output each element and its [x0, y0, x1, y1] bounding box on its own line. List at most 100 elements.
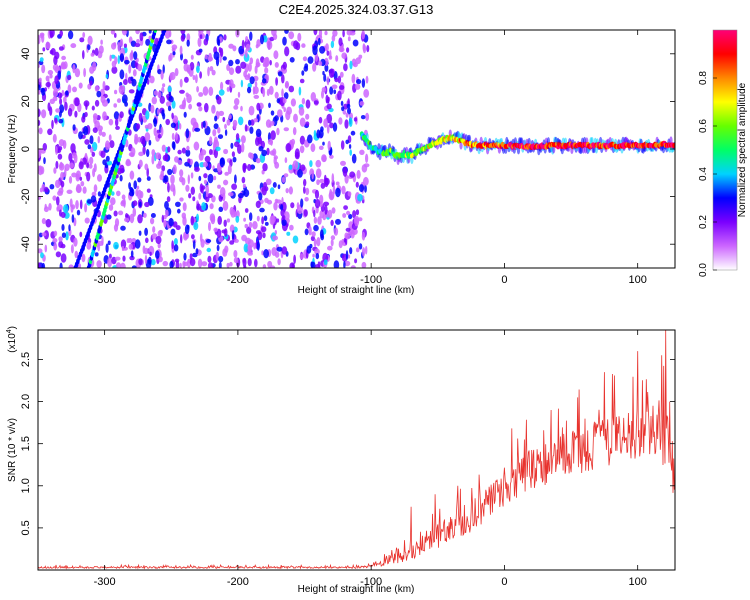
spectrogram-noise-blob [170, 228, 176, 236]
spectrogram-noise-blob [131, 78, 137, 87]
spectrogram-noise-blob [109, 140, 115, 149]
spectrogram-noise-blob [217, 215, 222, 225]
spectrogram-noise-blob [310, 235, 315, 242]
spectrogram-noise-blob [97, 243, 101, 252]
snr-xlabel: Height of straight line (km) [298, 584, 415, 595]
spectrogram-noise-blob [209, 136, 213, 145]
spectrogram-noise-blob [82, 186, 87, 194]
spectrogram-noise-blob [150, 104, 155, 114]
spectrogram-noise-blob [196, 65, 200, 74]
spectrogram-noise-blob [186, 33, 191, 42]
spectrogram-noise-blob [340, 140, 345, 150]
spectrogram-noise-blob [125, 139, 129, 148]
spectrogram-noise-blob [268, 85, 274, 95]
spectrogram-noise-blob [327, 140, 331, 151]
spectrogram-noise-blob [39, 57, 44, 62]
spectrogram-noise-blob [344, 119, 349, 129]
spectrogram-diagonal-blob [162, 30, 167, 33]
spectrogram-noise-blob [180, 30, 186, 35]
spectrogram-noise-blob [213, 51, 220, 60]
spectrogram-noise-blob [56, 196, 60, 206]
x-tick-label: 100 [629, 274, 647, 286]
spectrogram-noise-blob [111, 191, 115, 196]
spectrogram-noise-blob [266, 88, 270, 97]
spectrogram-noise-blob [44, 186, 49, 193]
spectrogram-noise-blob [272, 235, 278, 241]
spectrogram-noise-blob [71, 204, 76, 210]
spectrogram-noise-blob [276, 127, 280, 136]
spectrogram-noise-blob [270, 120, 275, 126]
spectrogram-noise-blob [219, 187, 226, 197]
spectrogram-noise-blob [263, 215, 268, 222]
spectrogram-noise-blob [84, 217, 90, 224]
spectrogram-noise-blob [315, 168, 322, 179]
spectrogram-noise-blob [262, 35, 268, 43]
spectrogram-noise-blob [264, 197, 269, 203]
spectrogram-noise-blob [265, 178, 272, 186]
spectrogram-noise-blob [209, 203, 214, 210]
spectrogram-noise-blob [129, 213, 135, 224]
spectrogram-noise-blob [282, 97, 287, 104]
y-tick-label: 2.5 [20, 352, 32, 367]
spectrogram-noise-blob [307, 56, 314, 64]
spectrogram-noise-blob [113, 103, 117, 108]
spectrogram-noise-blob [67, 107, 73, 117]
spectrogram-noise-blob [121, 245, 125, 252]
spectrogram-noise-blob [49, 30, 55, 38]
spectrogram-noise-blob [310, 92, 316, 102]
spectrogram-noise-blob [192, 196, 196, 202]
spectrogram-noise-blob [255, 200, 261, 209]
spectrogram-noise-blob [94, 252, 99, 257]
spectrogram-noise-blob [198, 175, 202, 182]
spectrogram-noise-blob [213, 227, 218, 232]
spectrogram-noise-blob [144, 201, 150, 208]
spectrogram-noise-blob [67, 30, 74, 40]
spectrogram-noise-blob [64, 101, 68, 111]
spectrogram-noise-blob [78, 131, 83, 140]
spectrogram-xlabel: Height of straight line (km) [298, 285, 415, 296]
spectrogram-noise-blob [324, 204, 328, 215]
spectrogram-noise-blob [281, 219, 287, 227]
spectrogram-noise-blob [198, 92, 204, 97]
spectrogram-noise-blob [59, 98, 63, 105]
spectrogram-noise-blob [114, 32, 117, 38]
spectrogram-noise-blob [258, 146, 264, 152]
spectrogram-noise-blob [249, 76, 255, 85]
spectrogram-noise-blob [68, 264, 74, 268]
spectrogram-noise-blob [145, 110, 150, 120]
spectrogram-noise-blob [177, 149, 182, 155]
spectrogram-noise-blob [213, 148, 218, 159]
spectrogram-noise-blob [337, 90, 342, 101]
spectrogram-noise-blob [326, 113, 333, 124]
figure-title: C2E4.2025.324.03.37.G13 [279, 2, 434, 17]
spectrogram-noise-blob [204, 102, 209, 113]
spectrogram-noise-blob [228, 59, 234, 67]
spectrogram-noise-blob [345, 112, 349, 118]
y-tick-label: -40 [20, 236, 32, 252]
spectrogram-noise-blob [223, 179, 229, 186]
spectrogram-noise-blob [244, 124, 248, 132]
spectrogram-noise-blob [263, 57, 269, 67]
spectrogram-noise-blob [174, 156, 179, 163]
spectrogram-noise-blob [121, 30, 128, 36]
spectrogram-noise-blob [337, 75, 342, 84]
spectrogram-noise-blob [87, 44, 91, 51]
spectrogram-noise-blob [75, 200, 79, 210]
spectrogram-noise-blob [116, 168, 122, 175]
spectrogram-noise-blob [129, 152, 135, 158]
spectrogram-noise-blob [280, 204, 284, 211]
spectrogram-noise-blob [361, 231, 366, 241]
spectrogram-noise-blob [303, 209, 308, 217]
spectrogram-noise-blob [227, 164, 232, 175]
spectrogram-noise-blob [167, 182, 170, 193]
spectrogram-noise-blob [326, 103, 332, 110]
spectrogram-noise-blob [229, 240, 235, 245]
spectrogram-noise-blob [150, 217, 155, 225]
spectrogram-noise-blob [359, 149, 365, 155]
spectrogram-noise-blob [360, 115, 366, 120]
spectrogram-noise-blob [131, 265, 137, 268]
spectrogram-noise-blob [342, 213, 347, 218]
spectrogram-diagonal-traces [73, 30, 167, 268]
spectrogram-noise-blob [108, 204, 114, 211]
spectrogram-noise-blob [135, 189, 139, 197]
